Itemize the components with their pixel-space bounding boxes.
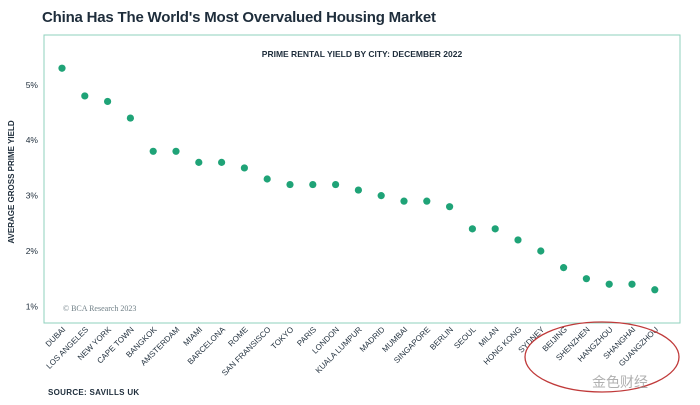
data-point [582,275,591,283]
data-point [149,147,157,155]
y-tick-label: 1% [26,301,39,311]
data-point [240,164,248,172]
china-highlight-ellipse [524,321,680,393]
chart-title: PRIME RENTAL YIELD BY CITY: DECEMBER 202… [262,49,463,59]
y-tick-label: 4% [26,135,39,145]
y-axis-label: AVERAGE GROSS PRIME YIELD [7,120,16,244]
data-point [560,264,568,272]
data-point [309,180,317,189]
page-title: China Has The World's Most Overvalued Ho… [42,9,436,26]
data-point [172,147,180,155]
plot-frame [43,34,681,324]
data-point [400,197,408,205]
data-point [81,92,89,100]
data-point [537,247,545,255]
data-point [605,280,613,288]
data-point [651,286,659,294]
data-point [628,280,636,288]
data-point [468,225,476,233]
data-point [446,203,454,211]
copyright-note: © BCA Research 2023 [63,304,136,313]
data-point [263,175,271,183]
data-point [491,225,499,233]
x-tick-label: BERLIN [428,325,455,352]
data-point [332,180,340,189]
x-tick-label: SEOUL [452,325,478,351]
watermark: 金色财经 [592,374,648,390]
x-tick-label: TOKYO [269,325,295,351]
y-tick-label: 5% [26,80,39,90]
data-point [423,197,431,205]
data-point [195,158,203,166]
data-point [218,158,226,166]
y-tick-label: 3% [26,191,39,201]
y-tick-label: 2% [26,246,39,256]
data-point [104,97,112,106]
source-note: SOURCE: SAVILLS UK [48,388,140,397]
data-point [377,192,385,200]
data-point [354,186,362,194]
data-point [58,64,66,72]
data-point [286,180,294,189]
data-point [514,236,522,244]
data-point [126,114,134,122]
